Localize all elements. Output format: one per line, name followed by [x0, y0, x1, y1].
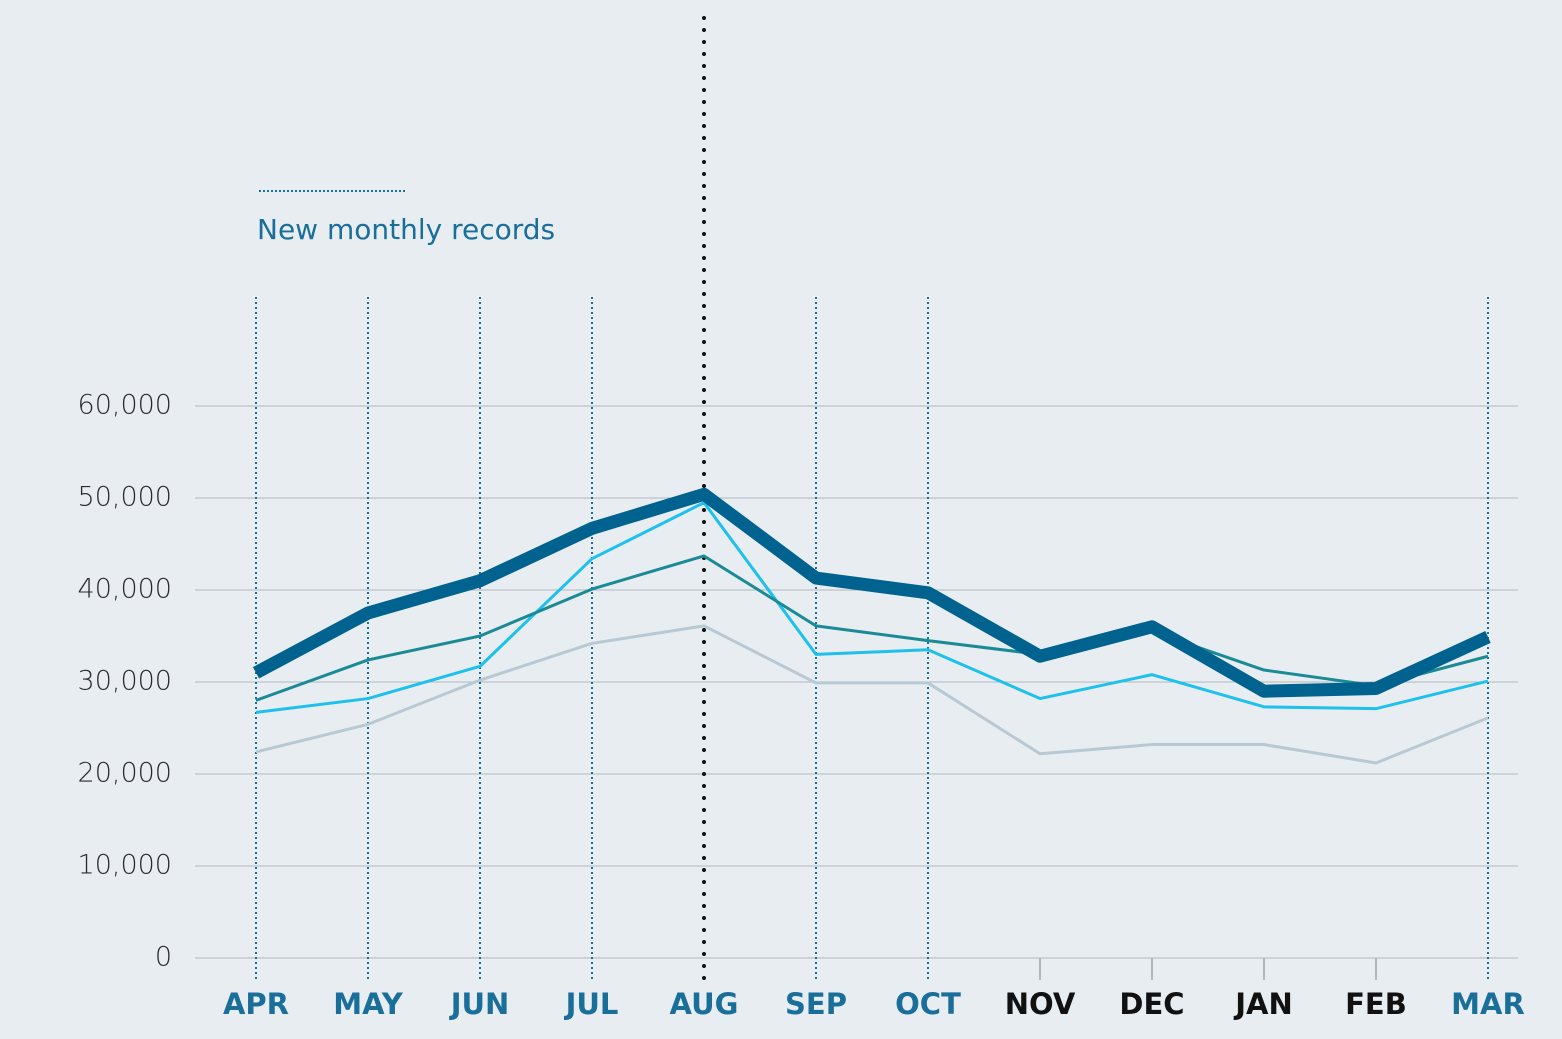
y-tick-label: 0: [155, 942, 172, 973]
y-tick-label: 10,000: [78, 850, 172, 881]
y-tick-label: 50,000: [78, 482, 172, 513]
x-tick-label: FEB: [1345, 987, 1407, 1021]
series-line: [255, 554, 1489, 702]
y-tick-label: 20,000: [78, 758, 172, 789]
x-tick-label: SEP: [785, 987, 847, 1021]
x-tick-label: JUL: [564, 987, 619, 1021]
x-tick-label: APR: [223, 987, 289, 1021]
x-tick-label: JUN: [449, 987, 510, 1021]
x-tick-label: AUG: [670, 987, 739, 1021]
x-tick-label: MAY: [333, 987, 404, 1021]
annotation: New monthly records: [257, 213, 555, 246]
y-tick-label: 30,000: [78, 666, 172, 697]
series-line: [255, 501, 1489, 714]
x-tick-label: MAR: [1451, 987, 1525, 1021]
x-tick-label: DEC: [1119, 987, 1184, 1021]
series-line: [252, 487, 1491, 698]
x-tick-label: JAN: [1233, 987, 1293, 1021]
x-tick-label: OCT: [895, 987, 961, 1021]
x-tick-label: NOV: [1005, 987, 1076, 1021]
series-line: [255, 624, 1489, 765]
y-tick-label: 40,000: [78, 574, 172, 605]
y-tick-label: 60,000: [78, 390, 172, 421]
